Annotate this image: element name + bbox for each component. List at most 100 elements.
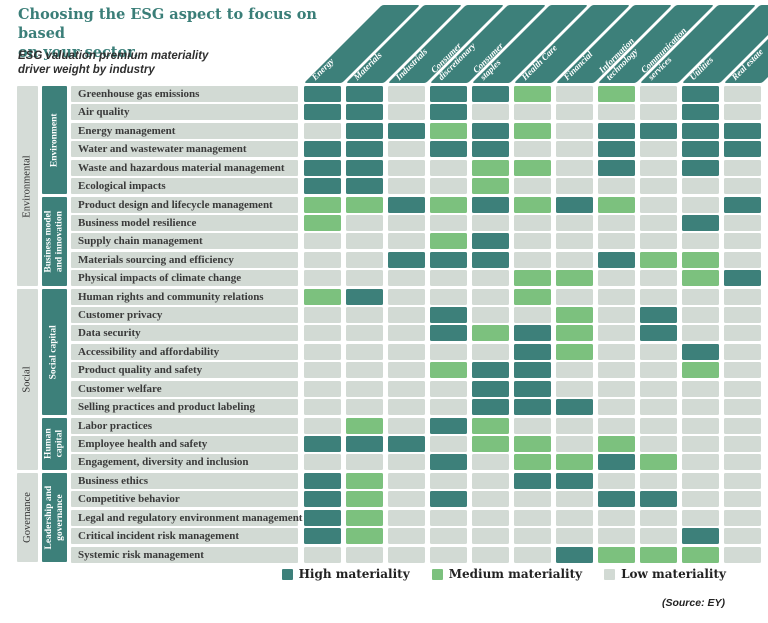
matrix-cell <box>598 270 635 287</box>
matrix-cell <box>346 288 383 305</box>
matrix-cell <box>514 178 551 195</box>
matrix-cell <box>304 325 341 342</box>
matrix-cell <box>388 472 425 489</box>
matrix-cell <box>472 417 509 434</box>
matrix-cell <box>346 307 383 324</box>
matrix-cell <box>346 86 383 102</box>
matrix-cell <box>514 417 551 434</box>
matrix-cell <box>388 528 425 545</box>
matrix-cell <box>346 417 383 434</box>
group-band-social: Social <box>17 288 38 471</box>
matrix-cell <box>430 472 467 489</box>
matrix-cell <box>304 528 341 545</box>
matrix-cell <box>682 270 719 287</box>
matrix-cell <box>724 435 761 452</box>
group-label-social: Social <box>22 366 33 393</box>
matrix-cell <box>640 362 677 379</box>
row-label-human-rights-and-community-relations: Human rights and community relations <box>71 288 298 305</box>
matrix-cell <box>514 472 551 489</box>
matrix-cell <box>724 86 761 102</box>
matrix-cell <box>514 435 551 452</box>
matrix-cell <box>682 214 719 231</box>
matrix-cell <box>346 343 383 360</box>
matrix-cell <box>724 509 761 526</box>
matrix-cell <box>724 288 761 305</box>
matrix-cell <box>472 104 509 121</box>
matrix-cell <box>682 307 719 324</box>
matrix-cell <box>430 159 467 176</box>
matrix-cell <box>346 546 383 563</box>
matrix-cell <box>472 546 509 563</box>
row-label-air-quality: Air quality <box>71 104 298 121</box>
matrix-cell <box>430 343 467 360</box>
matrix-cell <box>472 325 509 342</box>
matrix-cell <box>724 251 761 268</box>
row-label-ecological-impacts: Ecological impacts <box>71 178 298 195</box>
matrix-cell <box>724 270 761 287</box>
legend-label: High materiality <box>298 567 410 581</box>
matrix-cell <box>556 159 593 176</box>
matrix-cell <box>640 435 677 452</box>
matrix-cell <box>640 159 677 176</box>
matrix-cell <box>388 251 425 268</box>
matrix-cell <box>640 472 677 489</box>
legend-item-high-materiality: High materiality <box>281 567 410 581</box>
matrix-cell <box>640 343 677 360</box>
legend-swatch-m <box>431 568 443 580</box>
matrix-cell <box>556 141 593 158</box>
matrix-cell <box>514 141 551 158</box>
matrix-cell <box>430 380 467 397</box>
matrix-cell <box>346 435 383 452</box>
matrix-cell <box>430 546 467 563</box>
matrix-cell <box>304 122 341 139</box>
subgroup-band-business-model-and-innovation: Business model and innovation <box>42 196 67 287</box>
matrix-cell <box>598 343 635 360</box>
matrix-cell <box>682 233 719 250</box>
legend-swatch-l <box>604 568 616 580</box>
legend: High materiality Medium materiality Low ma… <box>281 567 726 581</box>
matrix-cell <box>514 325 551 342</box>
matrix-cell <box>430 233 467 250</box>
subgroup-label-environment: Environment <box>49 113 60 167</box>
matrix-cell <box>724 380 761 397</box>
row-label-product-quality-and-safety: Product quality and safety <box>71 362 298 379</box>
row-label-water-and-wastewater-management: Water and wastewater management <box>71 141 298 158</box>
matrix-cell <box>556 546 593 563</box>
matrix-cell <box>346 233 383 250</box>
matrix-cell <box>430 122 467 139</box>
chart-subtitle: ESG valuation premium materiality driver… <box>18 50 209 77</box>
matrix-cell <box>472 472 509 489</box>
matrix-cell <box>640 417 677 434</box>
matrix-cell <box>346 141 383 158</box>
matrix-cell <box>598 472 635 489</box>
matrix-cell <box>472 288 509 305</box>
row-label-supply-chain-management: Supply chain management <box>71 233 298 250</box>
row-label-critical-incident-risk-management: Critical incident risk management <box>71 528 298 545</box>
matrix-cell <box>556 435 593 452</box>
matrix-cell <box>598 528 635 545</box>
matrix-cell <box>724 454 761 471</box>
matrix-cell <box>598 325 635 342</box>
matrix-cell <box>556 122 593 139</box>
matrix-cell <box>514 288 551 305</box>
matrix-cell <box>598 196 635 213</box>
matrix-cell <box>304 86 341 102</box>
matrix-cell <box>724 196 761 213</box>
row-label-competitive-behavior: Competitive behavior <box>71 491 298 508</box>
matrix-cell <box>682 491 719 508</box>
matrix-cell <box>388 399 425 416</box>
matrix-cell <box>430 435 467 452</box>
matrix-cell <box>304 233 341 250</box>
matrix-cell <box>472 399 509 416</box>
matrix-cell <box>430 196 467 213</box>
matrix-cell <box>388 325 425 342</box>
page-title: Choosing the ESG aspect to focus on base… <box>18 6 317 61</box>
matrix-cell <box>472 454 509 471</box>
row-label-product-design-and-lifecycle-management: Product design and lifecycle management <box>71 196 298 213</box>
matrix-cell <box>472 491 509 508</box>
legend-item-medium-materiality: Medium materiality <box>431 567 583 581</box>
legend-label: Medium materiality <box>448 567 583 581</box>
matrix-cell <box>304 472 341 489</box>
matrix-cell <box>304 307 341 324</box>
matrix-cell <box>640 399 677 416</box>
